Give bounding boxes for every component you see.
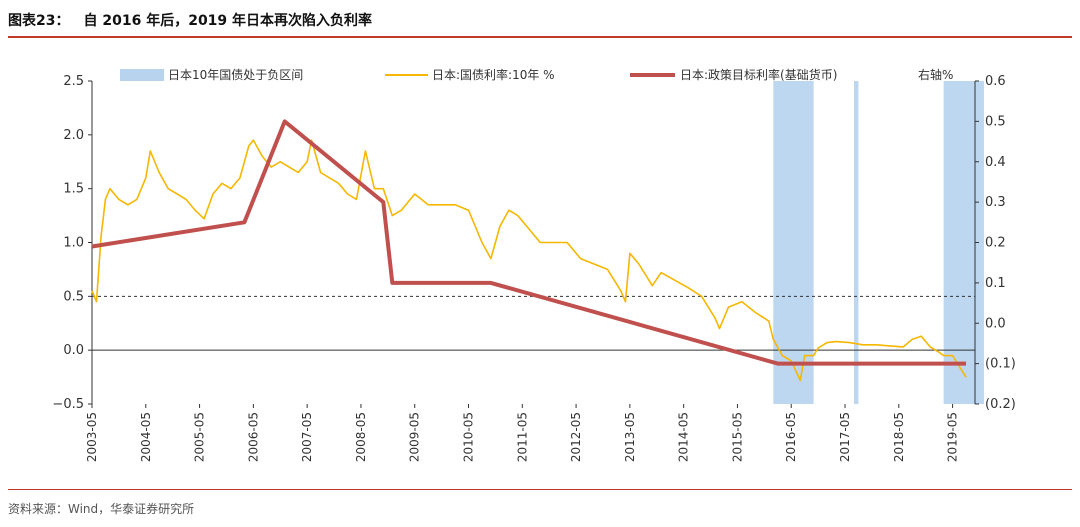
- x-tick-label: 2010-05: [462, 412, 476, 462]
- x-tick-label: 2018-05: [892, 412, 906, 462]
- footer-rule: [8, 489, 1072, 490]
- axes: 2.5 2.0 1.5 1.0 0.5 0.0 −0.5 0.6 0.5 0.4 0.3 0.2 0.1…: [52, 74, 1015, 462]
- x-tick-label: 2003-05: [85, 412, 99, 462]
- x-tick-label: 2007-05: [300, 412, 314, 462]
- right-axis-label: 右轴%: [918, 67, 953, 82]
- left-tick-label: 1.5: [63, 182, 84, 197]
- right-tick-label: (0.2): [985, 397, 1016, 412]
- figure-title: 图表23： 自 2016 年后，2019 年日本再次陷入负利率: [8, 10, 386, 30]
- x-tick-label: 2014-05: [677, 412, 691, 462]
- right-tick-label: (0.1): [985, 357, 1016, 372]
- x-tick-label: 2015-05: [730, 412, 744, 462]
- x-tick-label: 2016-05: [784, 412, 798, 462]
- left-tick-label: 2.5: [63, 74, 84, 89]
- title-rule: [8, 36, 1072, 38]
- right-tick-label: 0.4: [985, 155, 1006, 170]
- x-tick-label: 2012-05: [569, 412, 583, 462]
- x-tick-label: 2006-05: [246, 412, 260, 462]
- right-tick-label: 0.3: [985, 195, 1006, 210]
- left-tick-label: −0.5: [52, 397, 84, 412]
- negative-band-1: [853, 81, 859, 404]
- figure-title-text: 自 2016 年后，2019 年日本再次陷入负利率: [83, 13, 373, 29]
- legend: 日本10年国债处于负区间 日本:国债利率:10年 % 日本:政策目标利率(基础货币)…: [120, 67, 953, 82]
- x-tick-label: 2009-05: [408, 412, 422, 462]
- policy-rate-line: [91, 119, 966, 366]
- jgb-10y-line: [91, 139, 967, 382]
- right-tick-label: 0.2: [985, 236, 1006, 251]
- legend-policy-label: 日本:政策目标利率(基础货币): [680, 67, 837, 82]
- x-tick-label: 2013-05: [623, 412, 637, 462]
- left-tick-label: 1.0: [63, 236, 84, 251]
- right-tick-label: 0.5: [985, 114, 1006, 129]
- figure-label: 图表23：: [8, 13, 70, 29]
- right-tick-label: 0.1: [985, 276, 1006, 291]
- left-tick-label: 0.0: [63, 343, 84, 358]
- right-tick-label: 0.0: [985, 316, 1006, 331]
- source-note: 资料来源：Wind，华泰证券研究所: [8, 502, 195, 516]
- left-tick-label: 2.0: [63, 128, 84, 143]
- x-tick-label: 2017-05: [838, 412, 852, 462]
- x-tick-label: 2019-05: [946, 412, 960, 462]
- legend-jgb-label: 日本:国债利率:10年 %: [432, 67, 555, 82]
- series-layer: [91, 119, 967, 382]
- legend-band-swatch: [120, 69, 164, 81]
- right-tick-label: 0.6: [985, 74, 1006, 89]
- left-tick-label: 0.5: [63, 289, 84, 304]
- x-tick-label: 2011-05: [515, 412, 529, 462]
- x-tick-label: 2005-05: [193, 412, 207, 462]
- x-tick-label: 2008-05: [354, 412, 368, 462]
- legend-band-label: 日本10年国债处于负区间: [168, 68, 303, 82]
- x-tick-label: 2004-05: [139, 412, 153, 462]
